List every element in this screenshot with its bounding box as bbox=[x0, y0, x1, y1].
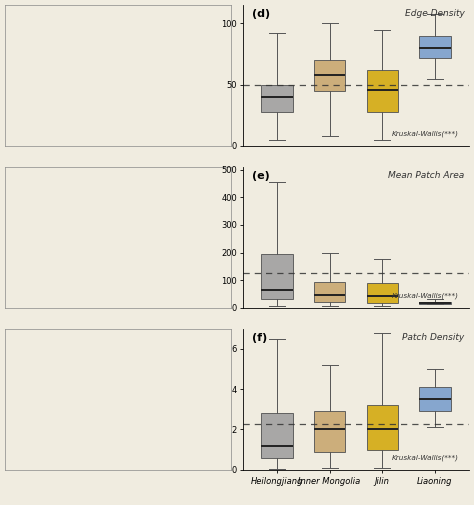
PathPatch shape bbox=[366, 283, 398, 303]
PathPatch shape bbox=[261, 254, 293, 299]
PathPatch shape bbox=[261, 413, 293, 458]
Text: Edge Density: Edge Density bbox=[405, 9, 465, 18]
Text: Patch Density: Patch Density bbox=[402, 333, 465, 342]
Text: Kruskal-Wallis(***): Kruskal-Wallis(***) bbox=[392, 293, 459, 299]
PathPatch shape bbox=[419, 301, 451, 304]
PathPatch shape bbox=[314, 60, 346, 91]
PathPatch shape bbox=[261, 85, 293, 112]
PathPatch shape bbox=[366, 406, 398, 449]
Text: (e): (e) bbox=[252, 171, 270, 181]
Text: Kruskal-Wallis(***): Kruskal-Wallis(***) bbox=[392, 454, 459, 461]
Text: (d): (d) bbox=[252, 9, 270, 19]
Text: Mean Patch Area: Mean Patch Area bbox=[389, 171, 465, 180]
PathPatch shape bbox=[366, 70, 398, 112]
PathPatch shape bbox=[419, 387, 451, 412]
Text: Kruskal-Wallis(***): Kruskal-Wallis(***) bbox=[392, 131, 459, 137]
PathPatch shape bbox=[314, 281, 346, 301]
PathPatch shape bbox=[314, 412, 346, 451]
Text: (f): (f) bbox=[252, 333, 267, 343]
PathPatch shape bbox=[419, 36, 451, 58]
